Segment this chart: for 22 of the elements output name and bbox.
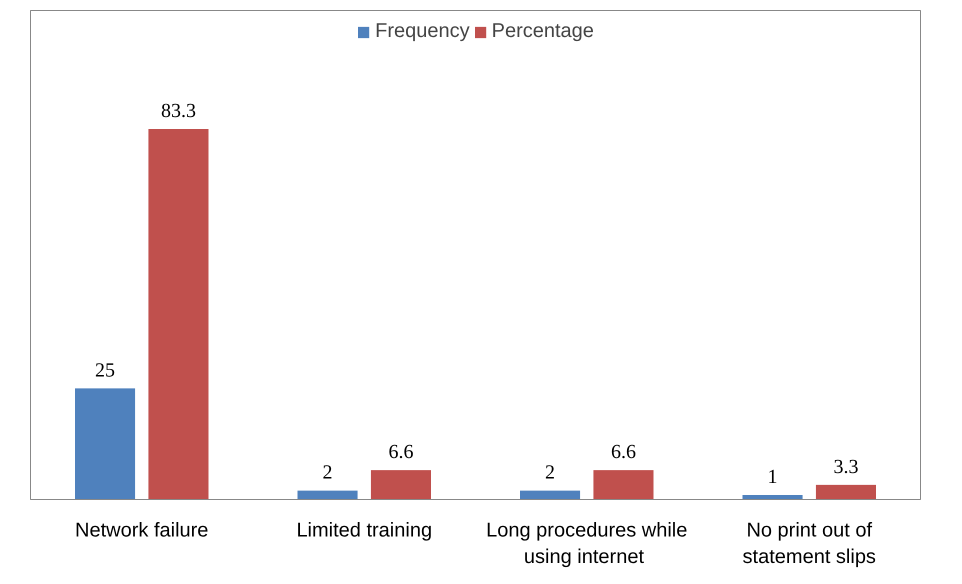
bar (520, 490, 580, 500)
data-label: 2 (322, 462, 333, 484)
bar (742, 495, 803, 500)
data-label: 6.6 (388, 441, 414, 464)
data-label: 1 (768, 466, 778, 488)
bar (370, 470, 431, 500)
x-tick-label: No print out of statement slips (742, 520, 876, 568)
bar (593, 470, 654, 500)
data-label: 83.3 (160, 100, 196, 122)
data-label: 6.6 (610, 441, 636, 464)
x-tick-label: Long procedures while using internet (486, 520, 688, 568)
bar (75, 388, 136, 500)
data-label: 25 (95, 359, 116, 382)
legend-label: Frequency (375, 20, 470, 43)
data-label: 2 (545, 462, 556, 484)
bar (816, 484, 876, 500)
bar (298, 490, 358, 500)
legend-label: Percentage (492, 20, 594, 43)
x-tick-label: Network failure (75, 520, 208, 542)
data-label: 3.3 (833, 456, 858, 478)
bar (148, 129, 208, 500)
x-tick-label: Limited training (296, 520, 432, 542)
